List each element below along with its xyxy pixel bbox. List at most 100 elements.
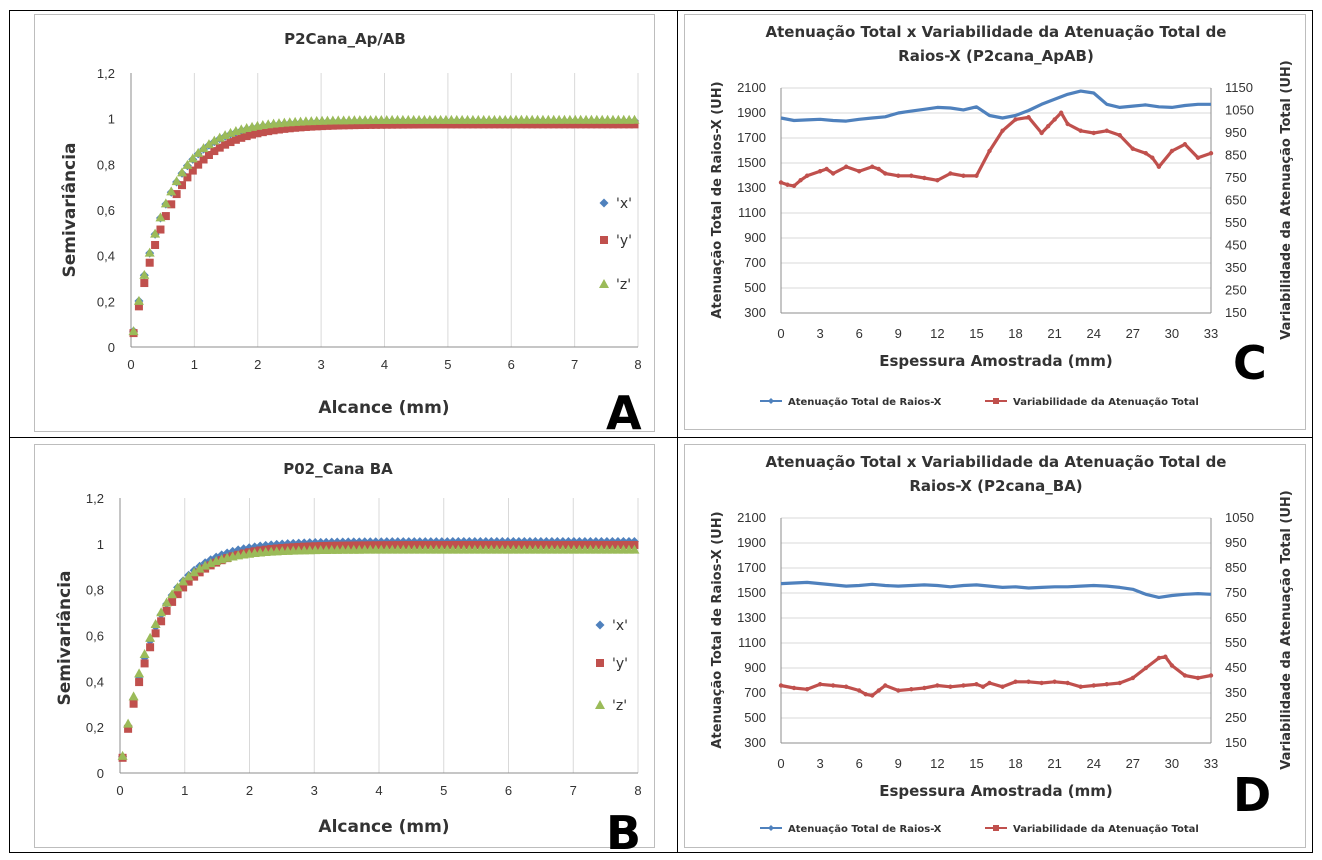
x-tick-label: 30 [1165, 756, 1179, 771]
data-point [1058, 110, 1064, 115]
data-point [1143, 665, 1149, 671]
data-point [817, 169, 823, 174]
data-point [431, 120, 440, 129]
data-point [237, 133, 246, 142]
data-point [1065, 680, 1070, 686]
data-point [565, 120, 574, 129]
data-point [490, 120, 499, 129]
data-point [123, 718, 134, 728]
y-left-axis-label: Atenuação Total de Raios-X (UH) [710, 511, 725, 748]
data-point [269, 126, 278, 135]
y-right-axis-label: Variabilidade da Atenuação Total (UH) [1279, 60, 1294, 339]
data-point [1150, 155, 1155, 160]
data-point [614, 120, 623, 129]
data-point [896, 688, 901, 693]
data-point [1052, 679, 1057, 684]
legend-marker [596, 659, 604, 667]
data-point [139, 649, 150, 659]
data-point [883, 683, 888, 688]
data-point [856, 169, 862, 174]
data-point [458, 120, 467, 129]
data-point [463, 120, 472, 129]
x-tick-label: 5 [440, 783, 447, 798]
data-point [870, 693, 875, 698]
data-point [377, 120, 386, 129]
data-point [1039, 680, 1044, 686]
x-tick-label: 3 [816, 326, 823, 341]
chart-title-line: Atenuação Total x Variabilidade da Atenu… [766, 453, 1227, 471]
x-tick-label: 33 [1204, 756, 1218, 771]
panel-letter-b: B [606, 806, 642, 860]
data-point [1195, 155, 1201, 160]
data-point [334, 121, 343, 130]
data-point [167, 589, 178, 599]
data-point [441, 120, 450, 129]
x-tick-label: 21 [1047, 756, 1061, 771]
series-points [778, 654, 1214, 698]
data-point [301, 122, 310, 131]
data-point [1026, 115, 1031, 120]
panel-letter-a: A [606, 386, 642, 440]
y-left-tick-label: 1500 [737, 585, 766, 600]
data-point [210, 147, 219, 156]
data-point [166, 186, 177, 196]
legend-marker [768, 398, 774, 404]
y-right-tick-label: 550 [1225, 215, 1247, 230]
legend-label: Atenuação Total de Raios-X [788, 397, 942, 408]
x-tick-label: 6 [508, 357, 515, 372]
x-tick-label: 27 [1126, 326, 1140, 341]
x-tick-label: 2 [246, 783, 253, 798]
x-tick-label: 0 [127, 357, 134, 372]
y-right-tick-label: 250 [1225, 710, 1247, 725]
x-tick-label: 8 [634, 783, 641, 798]
legend-label: Variabilidade da Atenuação Total [1013, 397, 1199, 408]
data-point [221, 140, 230, 149]
y-tick-label: 0,4 [97, 249, 115, 264]
data-point [544, 120, 553, 129]
chart-title: P02_Cana BA [283, 460, 393, 478]
data-point [157, 617, 166, 626]
x-tick-label: 9 [895, 326, 902, 341]
legend-marker [599, 198, 609, 208]
data-point [274, 125, 283, 134]
data-point [318, 122, 327, 131]
y-tick-label: 0,8 [86, 583, 104, 598]
y-left-tick-label: 1900 [737, 105, 766, 120]
legend-label: 'y' [612, 656, 628, 672]
data-point [436, 120, 445, 129]
data-point [285, 124, 294, 133]
data-point [388, 120, 397, 129]
chart-area-a [34, 14, 655, 432]
data-point [173, 590, 182, 599]
data-point [1117, 133, 1122, 138]
x-tick-label: 12 [930, 756, 944, 771]
data-point [291, 123, 300, 132]
data-point [312, 122, 321, 131]
data-point [323, 121, 332, 130]
data-point [117, 750, 128, 760]
data-point [1163, 654, 1168, 659]
data-point [129, 699, 138, 708]
legend-label: Atenuação Total de Raios-X [788, 824, 942, 835]
series-line-atenuacao [780, 580, 1212, 599]
y-tick-label: 0,4 [86, 674, 104, 689]
legend-marker [599, 279, 609, 288]
y-left-tick-label: 500 [744, 280, 766, 295]
data-point [883, 171, 888, 176]
data-point [339, 121, 348, 130]
y-right-tick-label: 950 [1225, 535, 1247, 550]
y-right-tick-label: 150 [1225, 305, 1247, 320]
y-left-axis-label: Atenuação Total de Raios-X (UH) [710, 81, 725, 318]
data-point [830, 683, 836, 688]
chart-title-line: Atenuação Total x Variabilidade da Atenu… [766, 23, 1227, 41]
x-tick-label: 7 [571, 357, 578, 372]
y-tick-label: 0,2 [97, 294, 115, 309]
data-point [1182, 142, 1188, 147]
y-right-tick-label: 750 [1225, 585, 1247, 600]
x-axis-label: Espessura Amostrada (mm) [879, 352, 1113, 370]
data-point [987, 148, 992, 154]
legend-marker [600, 236, 608, 244]
data-point [226, 138, 235, 147]
data-point [215, 143, 224, 152]
x-tick-label: 0 [777, 756, 784, 771]
